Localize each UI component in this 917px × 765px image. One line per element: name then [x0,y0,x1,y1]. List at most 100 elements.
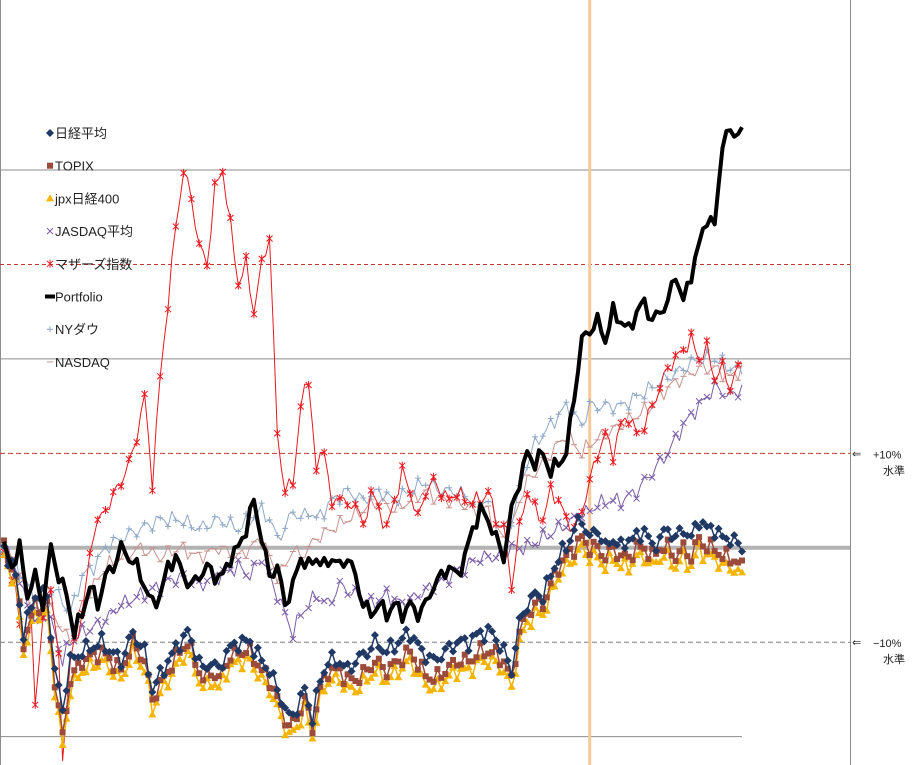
point-topix-106 [414,666,421,673]
point-topix-40 [157,676,164,683]
point-topix-96 [375,655,382,662]
point-jpx400-188 [734,565,743,573]
point-mothers-72 [281,488,289,497]
point-topix-77 [301,693,308,700]
point-jasdaq-82 [320,597,328,605]
point-jasdaq-66 [258,559,266,566]
point-topix-122 [477,640,484,647]
point-jasdaq-152 [594,504,601,511]
point-topix-162 [633,538,640,545]
point-jpx400-153 [597,560,606,568]
point-mothers-186 [726,386,734,395]
point-jpx400-146 [570,558,579,566]
point-jasdaq-76 [297,612,305,619]
point-topix-115 [450,656,457,663]
point-jpx400-94 [367,673,376,681]
point-nikkei-82 [320,668,329,677]
point-topix-99 [387,661,394,668]
point-jpx400-66 [257,670,266,678]
point-topix-50 [196,670,203,677]
point-jasdaq-58 [227,566,234,574]
point-nikkei-88 [343,659,352,668]
point-mothers-108 [422,492,430,501]
point-nikkei-24 [93,642,102,651]
point-topix-27 [106,655,113,662]
point-topix-43 [168,667,175,674]
point-topix-15 [59,729,66,736]
point-topix-84 [329,664,335,671]
point-nikkei-182 [710,533,719,542]
point-jpx400-134 [523,618,532,626]
point-mothers-92 [359,520,367,529]
point-topix-127 [496,662,503,669]
point-nikkei-79 [308,719,317,728]
point-jpx400-179 [698,557,707,565]
point-topix-97 [379,664,386,671]
point-nikkei-157 [613,541,622,550]
point-topix-36 [141,658,148,665]
point-topix-154 [602,557,609,564]
point-topix-16 [63,708,70,715]
point-mothers-170 [664,363,672,372]
point-nikkei-168 [656,532,664,541]
point-nydow-84 [329,495,335,502]
point-jpx400-150 [585,558,594,566]
point-jpx400-38 [148,710,157,718]
point-jpx400-79 [308,734,317,742]
point-topix-88 [344,671,351,678]
point-mothers-44 [172,222,180,231]
point-topix-110 [430,678,437,685]
point-nydow-114 [446,484,453,491]
point-nikkei-146 [570,526,579,535]
point-nikkei-80 [312,686,321,695]
legend-item-jpx400: jpx日経400 [46,191,119,206]
point-jpx400-69 [269,694,278,702]
point-mothers-70 [273,429,281,438]
point-jpx400-51 [199,684,208,692]
point-nikkei-101 [394,639,403,648]
point-nikkei-130 [507,671,516,680]
legend-item-jasdaq: JASDAQ平均 [46,224,133,239]
point-topix-102 [399,662,406,669]
point-mothers-142 [555,495,562,504]
point-topix-75 [293,716,300,723]
point-topix-156 [610,543,617,550]
point-nikkei-105 [410,633,418,642]
point-jpx400-21 [82,668,90,676]
point-mothers-136 [531,497,539,506]
point-nikkei-66 [257,656,266,665]
point-jpx400-93 [363,677,372,685]
point-nikkei-5 [19,635,28,644]
reference-label-level-0: 水準 [883,463,905,477]
point-nydow-56 [219,521,226,528]
point-topix-176 [688,558,695,565]
point-jasdaq-36 [141,597,148,604]
point-jpx400-15 [58,740,67,748]
reference-arrow-0: ⇐ [852,448,861,460]
point-topix-62 [243,650,250,657]
point-topix-146 [571,553,578,560]
point-jpx400-181 [706,550,715,558]
point-mothers-138 [539,516,547,525]
point-topix-28 [110,668,117,675]
point-nikkei-40 [156,663,165,672]
point-jasdaq-168 [656,453,664,461]
point-jasdaq-70 [273,598,281,606]
point-jpx400-177 [691,551,700,559]
point-nikkei-162 [632,526,641,535]
point-topix-24 [94,659,101,666]
point-nydow-166 [649,384,656,391]
point-mothers-162 [633,428,640,437]
point-nikkei-148 [577,520,586,529]
point-mothers-102 [398,461,406,470]
point-mothers-84 [328,502,336,511]
point-mothers-166 [648,400,656,409]
point-jpx400-85 [331,669,340,677]
point-nikkei-48 [187,636,196,645]
point-nydow-172 [672,368,679,375]
point-nydow-52 [204,525,211,532]
point-jasdaq-98 [383,585,391,592]
point-jpx400-57 [222,675,231,683]
